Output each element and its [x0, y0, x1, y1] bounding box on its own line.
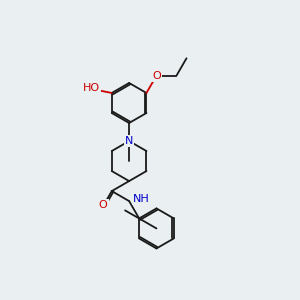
Text: NH: NH: [133, 194, 150, 204]
Text: O: O: [99, 200, 108, 210]
Text: N: N: [125, 136, 133, 146]
Text: HO: HO: [83, 83, 100, 93]
Text: O: O: [152, 70, 161, 81]
